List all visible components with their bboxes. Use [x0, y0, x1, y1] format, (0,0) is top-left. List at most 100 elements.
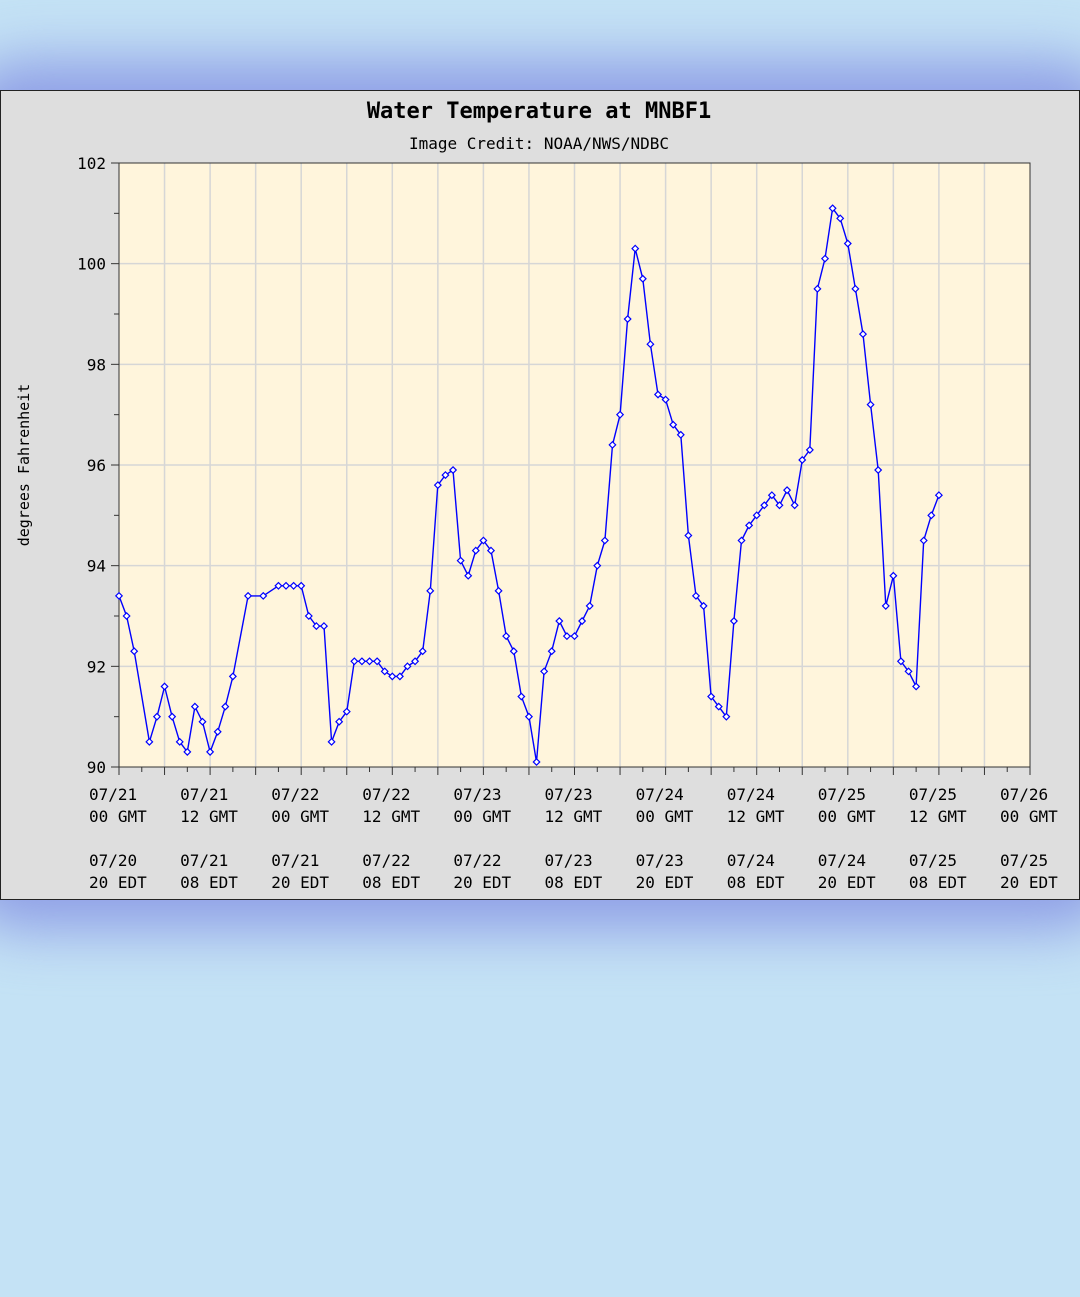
data-point	[737, 536, 746, 545]
data-point	[555, 616, 564, 626]
x-tick-label-gmt-time: 12 GMT	[545, 807, 603, 826]
data-point	[578, 616, 587, 626]
x-tick-label-gmt-date: 07/24	[636, 785, 684, 804]
data-point	[403, 662, 412, 671]
data-point	[904, 667, 913, 676]
data-point	[707, 692, 716, 701]
x-tick-label-edt-date: 07/21	[271, 851, 319, 870]
data-point	[304, 611, 313, 621]
x-tick-label-gmt-time: 12 GMT	[909, 807, 967, 826]
data-point	[168, 712, 177, 721]
data-point	[745, 521, 754, 530]
data-point	[244, 591, 253, 600]
x-tick-label-gmt-date: 07/23	[453, 785, 501, 804]
plot-border	[118, 162, 1031, 768]
data-point	[638, 274, 647, 283]
data-point	[783, 486, 792, 495]
x-tick-label-gmt-time: 00 GMT	[636, 807, 694, 826]
data-point	[479, 536, 488, 545]
data-point	[889, 571, 898, 580]
data-point	[152, 712, 162, 721]
x-tick-label-gmt-time: 12 GMT	[727, 807, 785, 826]
data-point	[570, 632, 579, 641]
data-point	[669, 420, 678, 429]
data-point	[616, 410, 625, 419]
y-tick-label: 102	[77, 154, 106, 173]
data-point	[752, 511, 761, 520]
data-point	[722, 712, 731, 721]
x-tick-label-gmt-date: 07/25	[909, 785, 957, 804]
y-axis-tick-labels: 90 92 94 96 98 100 102	[77, 154, 106, 777]
data-point	[585, 601, 594, 610]
y-tick-label: 100	[77, 255, 106, 274]
x-tick-label-edt-date: 07/23	[636, 851, 684, 870]
x-tick-label-edt-time: 08 EDT	[727, 873, 785, 892]
data-point	[145, 737, 154, 746]
data-point	[608, 440, 617, 449]
data-point	[160, 682, 169, 691]
data-point	[281, 581, 291, 590]
data-point	[919, 536, 928, 545]
chart-subtitle: Image Credit: NOAA/NWS/NDBC	[409, 134, 669, 153]
data-point	[228, 672, 237, 681]
data-point	[175, 737, 184, 746]
data-point	[395, 672, 404, 681]
data-point	[426, 586, 435, 595]
data-point	[297, 581, 306, 590]
data-point	[820, 254, 830, 263]
data-point	[676, 430, 685, 439]
data-point	[441, 471, 450, 480]
x-tick-label-edt-time: 20 EDT	[818, 873, 876, 892]
data-point	[122, 611, 131, 621]
data-point	[714, 702, 723, 711]
x-tick-label-gmt-date: 07/22	[271, 785, 319, 804]
y-tick-label: 98	[87, 355, 106, 374]
x-tick-label-gmt-time: 12 GMT	[180, 807, 238, 826]
data-point	[843, 239, 852, 248]
data-point	[532, 757, 541, 767]
data-point	[691, 591, 701, 600]
data-point	[934, 491, 943, 500]
x-tick-label-edt-date: 07/20	[89, 851, 137, 870]
x-tick-label-gmt-date: 07/21	[180, 785, 228, 804]
data-point	[502, 632, 511, 641]
data-point	[562, 632, 571, 641]
data-point	[206, 747, 215, 756]
x-tick-label-gmt-date: 07/26	[1000, 785, 1048, 804]
data-point	[312, 622, 321, 631]
data-point	[524, 712, 533, 721]
data-point	[729, 616, 738, 626]
data-point	[213, 727, 222, 736]
x-tick-label-gmt-date: 07/24	[727, 785, 775, 804]
data-point	[411, 657, 420, 666]
data-point	[874, 465, 883, 475]
data-point	[335, 717, 344, 726]
x-tick-label-gmt-time: 00 GMT	[271, 807, 329, 826]
data-point	[357, 657, 366, 666]
data-point	[448, 465, 458, 475]
x-tick-label-edt-date: 07/24	[727, 851, 775, 870]
data-point	[350, 657, 359, 666]
y-tick-label: 96	[87, 456, 106, 475]
grid-lines	[119, 163, 1030, 767]
x-tick-label-edt-date: 07/24	[818, 851, 866, 870]
data-point	[380, 667, 389, 676]
data-point	[259, 591, 268, 600]
data-point	[198, 717, 207, 726]
data-point	[896, 657, 905, 666]
data-point	[813, 284, 822, 293]
data-point	[471, 546, 480, 555]
data-point	[653, 390, 663, 399]
data-point	[190, 702, 199, 711]
x-tick-label-edt-date: 07/25	[909, 851, 957, 870]
data-point	[593, 561, 602, 570]
data-point	[836, 214, 845, 223]
data-point	[486, 546, 496, 555]
x-tick-label-gmt-date: 07/25	[818, 785, 866, 804]
data-point	[858, 330, 868, 339]
data-point	[646, 340, 655, 349]
data-point	[798, 455, 807, 465]
data-point	[699, 601, 708, 610]
data-point	[327, 737, 336, 746]
data-point	[509, 647, 518, 656]
